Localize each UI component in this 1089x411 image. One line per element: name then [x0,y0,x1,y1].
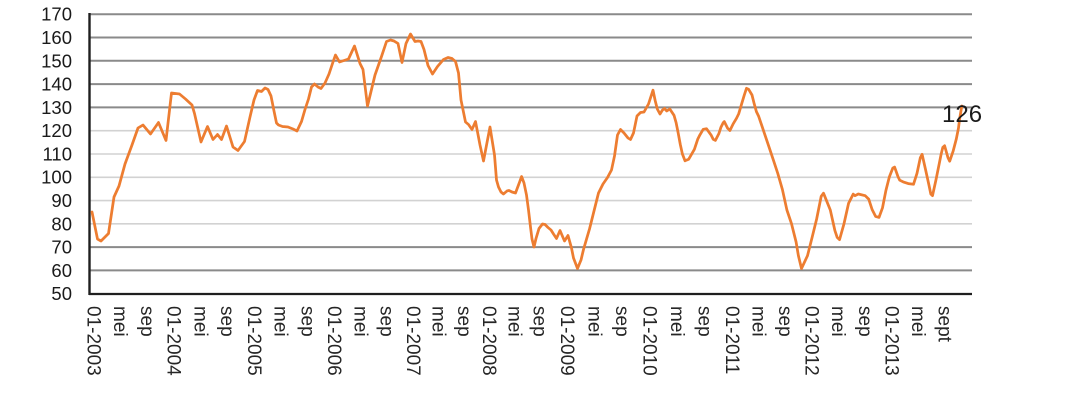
svg-text:mei: mei [584,306,605,337]
svg-text:01-2011: 01-2011 [721,306,742,374]
svg-text:80: 80 [51,213,72,234]
svg-text:150: 150 [41,50,72,71]
svg-text:sept: sept [934,306,955,343]
svg-text:01-2012: 01-2012 [801,306,822,376]
svg-text:01-2008: 01-2008 [478,306,499,376]
svg-text:110: 110 [43,144,73,165]
svg-text:mei: mei [827,306,848,337]
svg-text:mei: mei [109,306,130,337]
svg-text:sep: sep [693,306,714,337]
svg-text:mei: mei [907,306,928,337]
svg-text:120: 120 [41,120,72,141]
svg-text:50: 50 [51,283,72,304]
svg-text:sep: sep [453,306,474,337]
svg-text:01-2010: 01-2010 [638,306,659,376]
svg-text:mei: mei [349,306,370,337]
svg-text:70: 70 [51,237,72,258]
svg-text:90: 90 [51,190,72,211]
svg-text:60: 60 [51,260,72,281]
svg-text:sep: sep [854,306,875,337]
svg-text:mei: mei [428,306,449,337]
svg-text:01-2004: 01-2004 [163,306,184,376]
svg-text:01-2005: 01-2005 [243,306,264,376]
svg-text:sep: sep [529,306,550,337]
svg-text:mei: mei [503,306,524,337]
svg-text:mei: mei [189,306,210,337]
svg-text:sep: sep [136,306,157,337]
svg-text:sep: sep [216,306,237,337]
svg-text:140: 140 [41,74,72,95]
svg-text:160: 160 [41,27,72,48]
svg-text:mei: mei [270,306,291,337]
svg-text:01-2003: 01-2003 [82,306,103,376]
svg-text:mei: mei [747,306,768,337]
svg-text:100: 100 [41,167,72,188]
svg-text:130: 130 [41,97,72,118]
svg-text:170: 170 [41,4,72,25]
svg-text:01-2013: 01-2013 [880,306,901,376]
svg-text:mei: mei [666,306,687,337]
svg-text:sep: sep [611,306,632,337]
svg-text:01-2009: 01-2009 [556,306,577,376]
svg-text:sep: sep [296,306,317,337]
svg-text:01-2007: 01-2007 [402,306,423,376]
svg-text:sep: sep [774,306,795,337]
svg-text:sep: sep [376,306,397,337]
svg-text:01-2006: 01-2006 [323,306,344,376]
svg-text:126: 126 [942,101,982,128]
